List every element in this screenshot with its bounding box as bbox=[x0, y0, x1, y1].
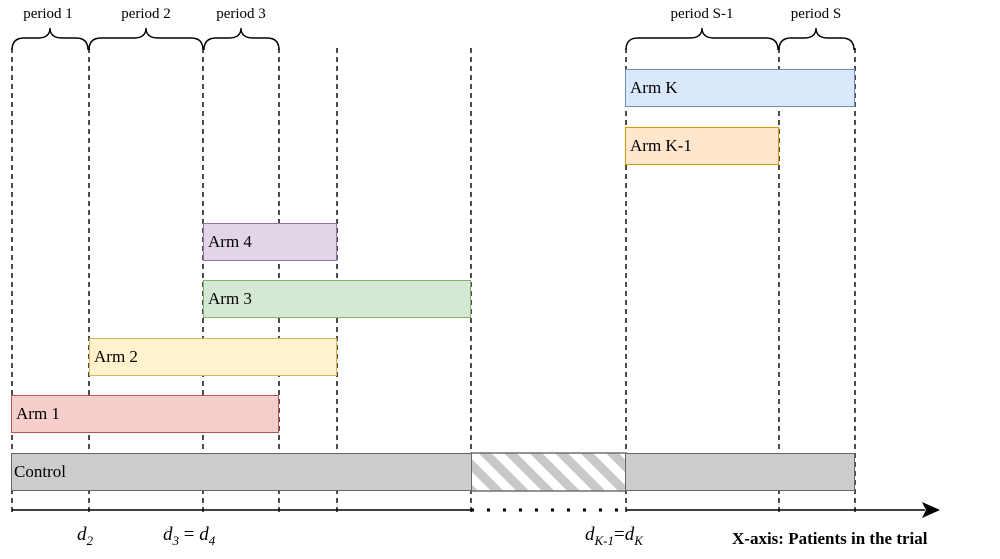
control-gap-hatch bbox=[470, 452, 627, 492]
period-1-brace bbox=[11, 27, 89, 51]
arm-1-bar: Arm 1 bbox=[11, 395, 279, 433]
x-axis-arrowhead bbox=[922, 502, 940, 518]
period-s-brace bbox=[778, 27, 855, 51]
decision-label-d2: d2 bbox=[77, 524, 93, 548]
arm-3-bar: Arm 3 bbox=[203, 280, 471, 318]
period-label-3: period 3 bbox=[216, 6, 266, 22]
period-s-1-brace bbox=[625, 27, 779, 51]
period-label-s-1: period S-1 bbox=[670, 6, 734, 22]
control-bar-right bbox=[625, 453, 855, 491]
arm-4-bar: Arm 4 bbox=[203, 223, 337, 261]
period-label-1: period 1 bbox=[23, 6, 73, 22]
decision-label-d3-d4: d3 = d4 bbox=[163, 524, 216, 548]
arm-k-1-bar: Arm K-1 bbox=[625, 127, 779, 165]
period-3-brace bbox=[203, 27, 280, 51]
decision-label-dk-1-dk: dK-1=dK bbox=[585, 524, 643, 548]
period-label-2: period 2 bbox=[121, 6, 171, 22]
control-bar-left: Control bbox=[11, 453, 472, 491]
arm-2-bar: Arm 2 bbox=[89, 338, 337, 376]
x-axis-label: X-axis: Patients in the trial bbox=[732, 529, 928, 548]
period-label-s: period S bbox=[790, 6, 842, 22]
arm-k-bar: Arm K bbox=[625, 69, 855, 107]
period-2-brace bbox=[88, 27, 204, 51]
